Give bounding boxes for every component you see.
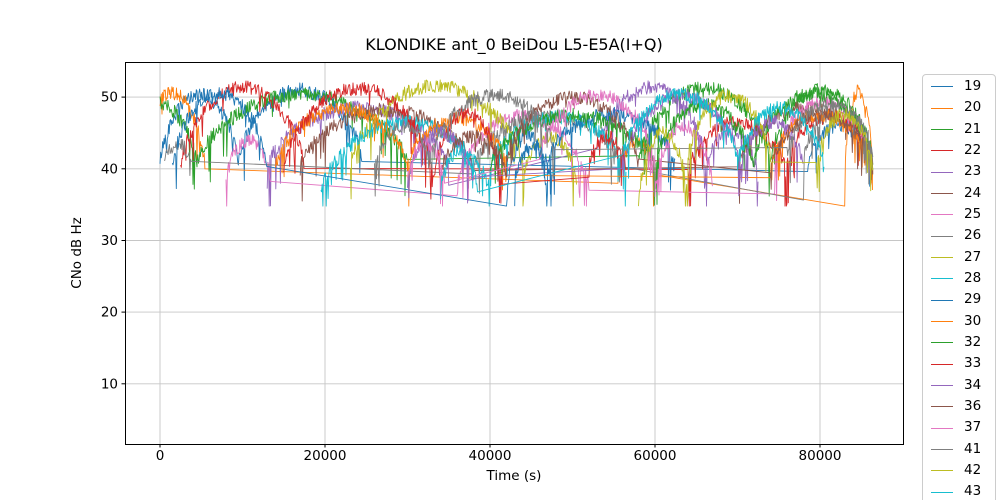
series-32 [489, 86, 874, 206]
legend-label: 27 [964, 248, 982, 265]
legend-label: 34 [964, 376, 982, 393]
legend-label: 42 [964, 462, 982, 479]
x-tick-label: 80000 [799, 448, 842, 464]
legend-item-28: 28 [923, 268, 995, 289]
legend-item-30: 30 [923, 311, 995, 332]
legend-item-29: 29 [923, 289, 995, 310]
legend-item-42: 42 [923, 460, 995, 481]
legend-line-sample [931, 171, 953, 173]
legend-line-sample [931, 128, 953, 130]
legend: 19 20 21 22 23 24 25 26 27 28 29 30 32 33 34 36 37 41 42 43… [922, 74, 996, 500]
series-30 [275, 102, 874, 207]
series-42 [638, 89, 874, 207]
legend-line-sample [931, 86, 953, 88]
legend-line-sample [931, 256, 953, 258]
legend-item-23: 23 [923, 161, 995, 182]
legend-label: 29 [964, 291, 982, 308]
legend-item-33: 33 [923, 353, 995, 374]
legend-line-sample [931, 107, 953, 109]
legend-item-25: 25 [923, 204, 995, 225]
tick-labels: 0 20000 40000 60000 80000 10 20 30 40 50 [101, 90, 842, 464]
legend-item-37: 37 [923, 418, 995, 439]
legend-label: 23 [964, 163, 982, 180]
series-44 [514, 140, 553, 207]
legend-item-19: 19 [923, 76, 995, 97]
x-tick-label: 20000 [304, 448, 347, 464]
legend-label: 32 [964, 334, 982, 351]
y-tick-label: 30 [101, 233, 118, 249]
legend-item-21: 21 [923, 119, 995, 140]
x-tick-label: 0 [156, 448, 165, 464]
series-27 [349, 79, 577, 207]
y-tick-label: 50 [101, 90, 118, 106]
legend-label: 28 [964, 270, 982, 287]
legend-line-sample [931, 384, 953, 386]
series-41 [374, 88, 874, 197]
legend-label: 20 [964, 99, 982, 116]
series-28 [320, 110, 627, 207]
legend-line-sample [931, 342, 953, 344]
y-tick-label: 10 [101, 376, 118, 392]
legend-label: 25 [964, 205, 982, 222]
legend-item-41: 41 [923, 439, 995, 460]
x-axis-label: Time (s) [486, 468, 542, 484]
legend-label: 26 [964, 227, 982, 244]
tick-marks [121, 96, 821, 448]
legend-line-sample [931, 278, 953, 280]
legend-item-27: 27 [923, 247, 995, 268]
y-axis-label: CNo dB Hz [69, 217, 85, 289]
legend-line-sample [931, 235, 953, 237]
legend-label: 36 [964, 398, 982, 415]
legend-label: 37 [964, 419, 982, 436]
y-tick-label: 20 [101, 305, 118, 321]
y-tick-label: 40 [101, 161, 118, 177]
legend-item-22: 22 [923, 140, 995, 161]
legend-line-sample [931, 449, 953, 451]
legend-label: 22 [964, 141, 982, 158]
legend-line-sample [931, 320, 953, 322]
legend-item-43: 43 [923, 482, 995, 500]
series-37 [407, 89, 713, 207]
series-43 [440, 87, 825, 200]
legend-item-34: 34 [923, 375, 995, 396]
legend-line-sample [931, 192, 953, 194]
legend-label: 21 [964, 120, 982, 137]
legend-label: 33 [964, 355, 982, 372]
chart-title: KLONDIKE ant_0 BeiDou L5-E5A(I+Q) [365, 35, 663, 54]
legend-line-sample [931, 406, 953, 408]
legend-label: 24 [964, 184, 982, 201]
legend-label: 30 [964, 312, 982, 329]
legend-line-sample [931, 214, 953, 216]
legend-label: 41 [964, 440, 982, 457]
legend-line-sample [931, 299, 953, 301]
legend-item-36: 36 [923, 396, 995, 417]
legend-line-sample [931, 363, 953, 365]
legend-item-20: 20 [923, 97, 995, 118]
legend-item-32: 32 [923, 332, 995, 353]
legend-item-26: 26 [923, 225, 995, 246]
legend-line-sample [931, 470, 953, 472]
x-tick-label: 40000 [469, 448, 512, 464]
legend-label: 43 [964, 483, 982, 500]
legend-line-sample [931, 427, 953, 429]
x-tick-label: 60000 [634, 448, 677, 464]
legend-item-24: 24 [923, 183, 995, 204]
legend-line-sample [931, 150, 953, 152]
legend-label: 19 [964, 77, 982, 94]
axes-spines [125, 62, 904, 445]
legend-line-sample [931, 491, 953, 493]
